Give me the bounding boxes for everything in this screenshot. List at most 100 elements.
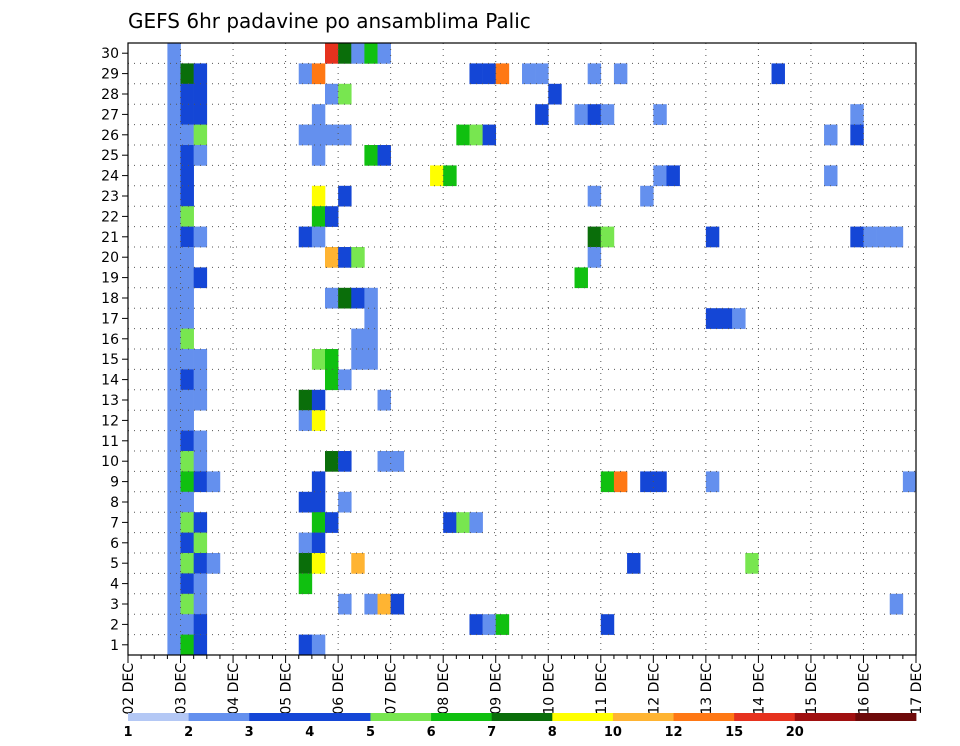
- data-cell: [535, 104, 549, 125]
- data-cell: [482, 614, 497, 635]
- data-cell: [167, 83, 181, 105]
- data-cell: [167, 430, 181, 452]
- data-cell: [705, 308, 720, 329]
- x-tick-label: 05 DEC: [279, 663, 295, 715]
- data-cell: [456, 124, 470, 146]
- x-axis: 02 DEC 03 DEC 04 DEC 05 DEC 06 DEC 07 DEC 08 D…: [121, 655, 925, 715]
- colorbar-label: 12: [664, 725, 682, 740]
- data-cell: [495, 63, 510, 85]
- y-tick-label: 1: [110, 638, 119, 654]
- x-tick-label: 15 DEC: [804, 663, 820, 715]
- data-cell: [180, 328, 194, 350]
- data-cell: [167, 165, 181, 187]
- data-cell: [180, 267, 194, 289]
- data-cell: [311, 226, 326, 248]
- data-cell: [889, 226, 904, 248]
- data-cell: [600, 226, 615, 248]
- data-cell: [193, 512, 208, 533]
- data-cell: [193, 63, 208, 85]
- y-tick-label: 13: [101, 393, 119, 409]
- data-cell: [364, 593, 378, 615]
- data-cell: [719, 308, 733, 329]
- data-cell: [180, 451, 194, 472]
- data-cell: [364, 43, 378, 64]
- data-cell: [850, 226, 864, 248]
- data-cell: [193, 83, 208, 105]
- x-tick-label: 11 DEC: [594, 663, 610, 715]
- data-cell: [640, 471, 654, 493]
- data-cell: [351, 349, 365, 370]
- data-cell: [180, 104, 194, 125]
- cells-layer: [167, 43, 917, 656]
- data-cell: [167, 328, 181, 350]
- data-cell: [193, 634, 208, 656]
- data-cell: [193, 532, 208, 554]
- data-cell: [364, 145, 378, 166]
- data-cell: [167, 532, 181, 554]
- data-cell: [298, 124, 313, 146]
- data-cell: [167, 43, 181, 64]
- data-cell: [193, 573, 208, 595]
- x-tick-label: 09 DEC: [489, 663, 505, 715]
- data-cell: [587, 185, 602, 207]
- x-tick-label: 06 DEC: [331, 663, 347, 715]
- data-cell: [167, 124, 181, 146]
- data-cell: [548, 83, 562, 105]
- data-cell: [311, 410, 326, 431]
- data-cell: [167, 206, 181, 227]
- y-tick-label: 14: [101, 373, 119, 389]
- x-tick-label: 16 DEC: [857, 663, 873, 715]
- data-cell: [771, 63, 785, 85]
- data-cell: [482, 124, 497, 146]
- colorbar: 1 2 3 4 5 6 7 8 10 12 15 20: [123, 713, 917, 740]
- data-cell: [180, 308, 194, 329]
- data-cell: [705, 226, 720, 248]
- data-cell: [469, 63, 483, 85]
- y-tick-label: 25: [101, 148, 119, 164]
- colorbar-label: 4: [305, 725, 314, 740]
- data-cell: [167, 573, 181, 595]
- data-cell: [180, 165, 194, 187]
- data-cell: [600, 471, 615, 493]
- x-tick-label: 12 DEC: [646, 663, 662, 715]
- data-cell: [430, 165, 444, 187]
- x-tick-label: 04 DEC: [226, 663, 242, 715]
- data-cell: [180, 83, 194, 105]
- data-cell: [338, 185, 352, 207]
- colorbar-segment: [673, 713, 735, 721]
- data-cell: [193, 614, 208, 635]
- colorbar-label: 1: [123, 725, 132, 740]
- data-cell: [193, 430, 208, 452]
- colorbar-segment: [370, 713, 432, 721]
- y-tick-label: 19: [101, 271, 119, 287]
- data-cell: [338, 593, 352, 615]
- data-cell: [587, 63, 602, 85]
- data-cell: [390, 593, 405, 615]
- data-cell: [443, 165, 457, 187]
- data-cell: [167, 308, 181, 329]
- data-cell: [889, 593, 904, 615]
- data-cell: [850, 124, 864, 146]
- data-cell: [522, 63, 536, 85]
- data-cell: [311, 185, 326, 207]
- y-tick-label: 15: [101, 352, 119, 368]
- data-cell: [311, 491, 326, 513]
- x-tick-label: 17 DEC: [909, 663, 925, 715]
- data-cell: [377, 451, 391, 472]
- data-cell: [338, 369, 352, 391]
- data-cell: [587, 226, 602, 248]
- data-cell: [613, 471, 628, 493]
- data-cell: [206, 553, 221, 574]
- data-cell: [167, 553, 181, 574]
- data-cell: [167, 287, 181, 309]
- y-tick-label: 20: [101, 250, 119, 266]
- y-axis: 1234567891011121314151617181920212223242…: [101, 46, 128, 654]
- data-cell: [180, 145, 194, 166]
- colorbar-label: 2: [184, 725, 193, 740]
- data-cell: [338, 247, 352, 268]
- data-cell: [167, 471, 181, 493]
- data-cell: [587, 247, 602, 268]
- y-tick-label: 24: [101, 169, 119, 185]
- data-cell: [443, 512, 457, 533]
